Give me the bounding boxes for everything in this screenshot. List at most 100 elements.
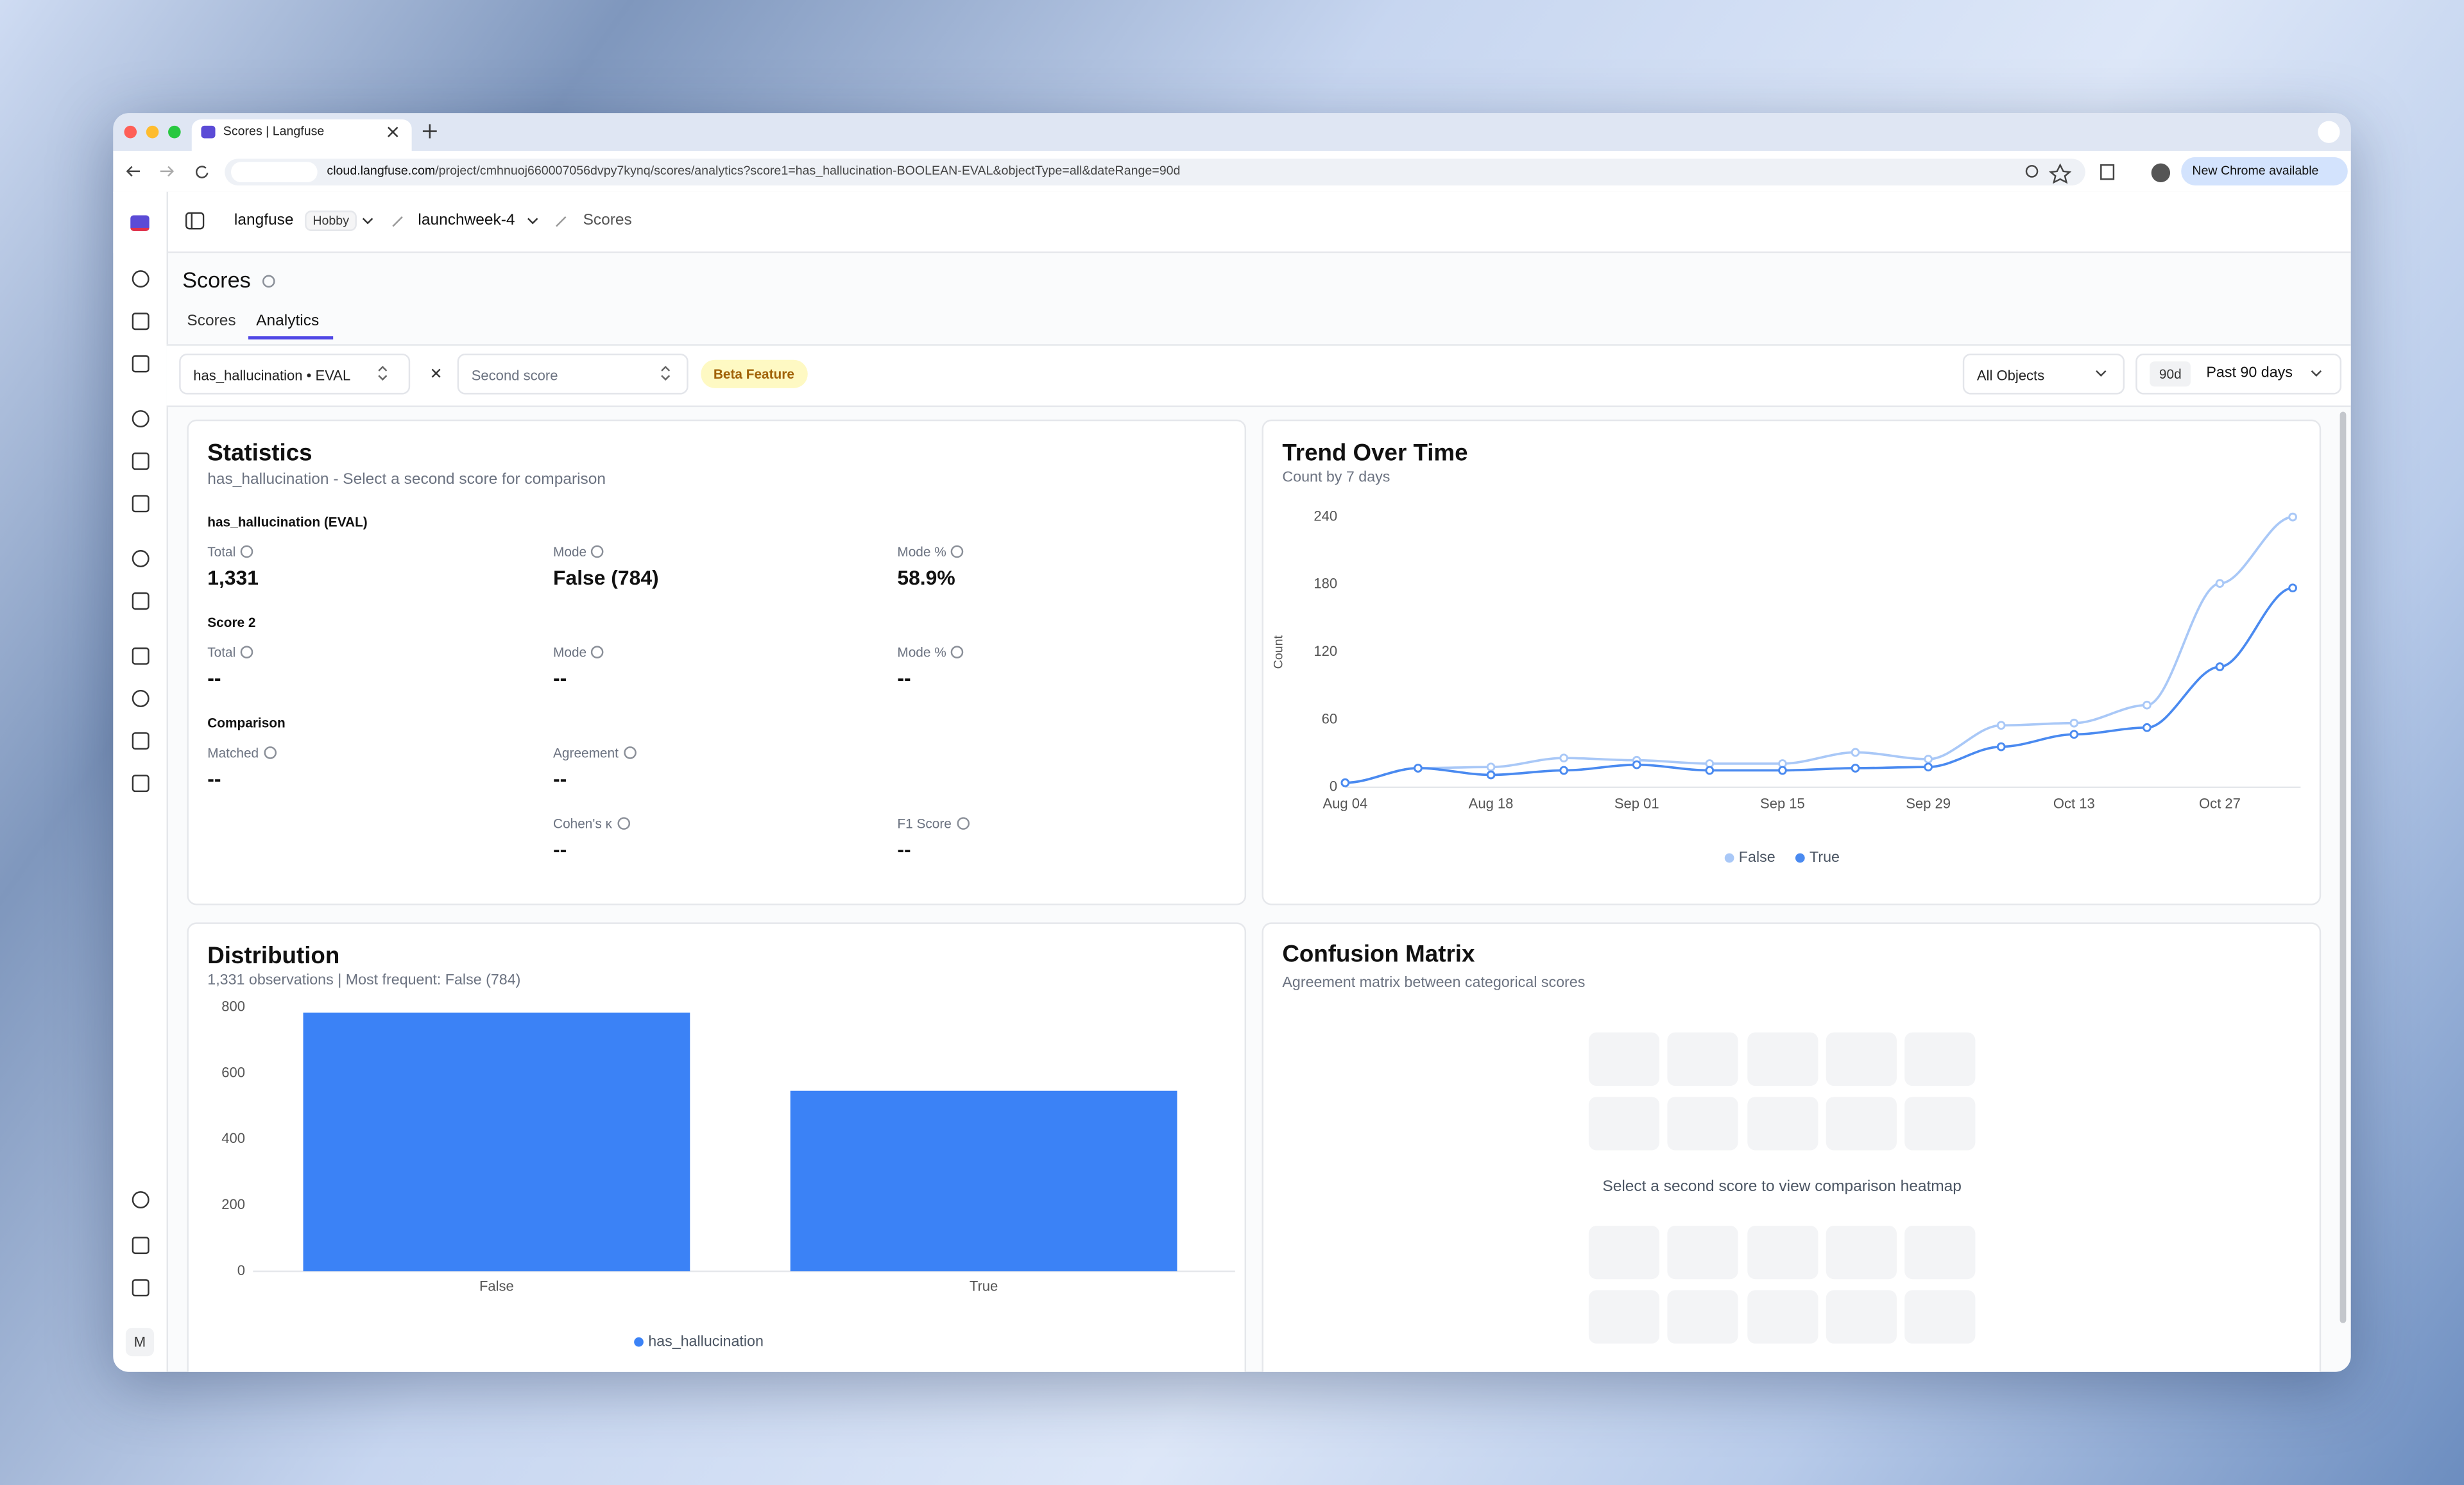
stat-label-text: Mode % [897,644,946,660]
browser-window: Scores | Langfuse cloud.langfuse.com/pro… [113,113,2351,1372]
favicon [201,125,216,139]
close-window[interactable] [124,125,137,139]
y-tick-label: 400 [221,1130,245,1146]
card-subtitle: has_hallucination - Select a second scor… [207,471,606,489]
distribution-card: Distribution 1,331 observations | Most fr… [187,922,1247,1372]
point [1705,766,1715,775]
sidebar-icon[interactable] [132,355,150,373]
update-button[interactable]: New Chrome available [2181,157,2348,185]
maximize-window[interactable] [168,125,181,139]
sidebar-icon[interactable] [132,313,150,330]
x-tick-label: Aug 04 [1322,796,1367,812]
site-info[interactable] [231,162,318,183]
help-icon [591,545,604,558]
sidebar-icon[interactable] [132,1279,150,1297]
minimize-window[interactable] [146,125,159,139]
legend-swatch [1795,853,1805,863]
stat-value: -- [897,666,911,690]
scrollbar[interactable] [2340,411,2347,1323]
confusion-card: Confusion Matrix Agreement matrix betwee… [1262,922,2322,1372]
score2-select[interactable]: Second score [457,353,689,395]
sidebar-icon[interactable] [132,689,150,707]
matrix-cell [1667,1225,1738,1280]
y-tick-label: 240 [1313,508,1337,524]
stat-value: -- [207,766,221,791]
url: cloud.langfuse.com/project/cmhnuoj660007… [327,164,1180,178]
stat-label: Agreement [553,745,636,760]
sidebar-icon[interactable] [132,495,150,513]
tab-underline [248,336,334,339]
tab[interactable]: Scores [187,313,236,330]
matrix-cell [1747,1290,1818,1344]
help-icon [956,817,969,830]
bar [790,1090,1177,1271]
url-host: cloud.langfuse.com [327,163,436,178]
legend-label: True [1810,848,1840,865]
tab-title: Scores | Langfuse [223,124,325,139]
sidebar-icon[interactable] [132,592,150,610]
tab-search[interactable] [2318,121,2340,143]
sidebar-icon[interactable] [132,270,150,288]
matrix-cell [1588,1290,1660,1344]
object-type-select[interactable]: All Objects [1962,353,2125,395]
help-icon [951,646,964,659]
active-tab[interactable] [191,119,412,151]
trend-card: Trend Over Time Count by 7 days Count 0 60 12… [1262,419,2322,906]
trend-chart: Trend Over Time Count by 7 days Count 0 60 12… [1271,439,2301,865]
app-logo[interactable] [130,215,150,231]
breadcrumb-separators [362,216,538,227]
sidebar-toggle[interactable] [185,212,205,230]
point [1924,755,1933,764]
sidebar-icon[interactable] [132,775,150,793]
score1-select[interactable]: has_hallucination • EVAL [179,353,411,395]
point [2288,583,2297,593]
close-tab[interactable] [386,126,399,139]
x-tick-label: True [970,1278,998,1294]
matrix-cell [1667,1097,1738,1151]
stat-label-text: Mode % [897,544,946,560]
matrix-cell [1904,1290,1976,1344]
x-tick-label: Aug 18 [1469,796,1514,812]
legend-label: False [1739,848,1775,865]
sidebar-icon[interactable] [132,1237,150,1255]
stat-value: -- [553,766,567,791]
stat-label: Matched [207,745,277,760]
help-icon[interactable] [262,275,275,288]
sidebar-icon[interactable] [132,732,150,750]
point [2215,579,2225,588]
new-tab[interactable] [422,124,437,139]
stat-value: -- [207,666,221,690]
clear-score[interactable] [431,368,441,379]
x-tick-label: Sep 29 [1906,796,1951,812]
breadcrumb-separator [556,216,567,227]
stat-label: Total [207,644,253,660]
sidebar-icon[interactable] [132,647,150,665]
sidebar-icon[interactable] [132,550,150,567]
sidebar-icon[interactable] [132,410,150,428]
help-icon [617,817,629,830]
sidebar-icon[interactable] [132,1191,150,1209]
org-name[interactable]: langfuse [234,212,294,230]
nav-buttons[interactable] [126,164,220,179]
point [2069,718,2079,728]
matrix-cell [1904,1032,1976,1086]
dropdown-chevrons [2096,370,2322,377]
point [1924,762,1933,772]
tab-active[interactable]: Analytics [256,313,320,330]
legend-swatch [1724,853,1734,863]
matrix-cell [1747,1225,1818,1280]
y-tick-label: 0 [1330,778,1337,794]
user-avatar[interactable]: M [125,1328,155,1357]
toolbar-icons[interactable] [2023,162,2211,184]
range-chip: 90d [2150,361,2191,387]
legend-label: has_hallucination [648,1332,764,1349]
stat-value: 58.9% [897,565,955,590]
project-name[interactable]: launchweek-4 [418,212,515,230]
address-bar[interactable] [225,159,2085,185]
sidebar-icon[interactable] [132,452,150,470]
stat-label-text: F1 Score [897,815,952,832]
page-title: Scores [182,267,251,293]
help-icon [240,646,253,659]
series-line [1345,587,2293,784]
